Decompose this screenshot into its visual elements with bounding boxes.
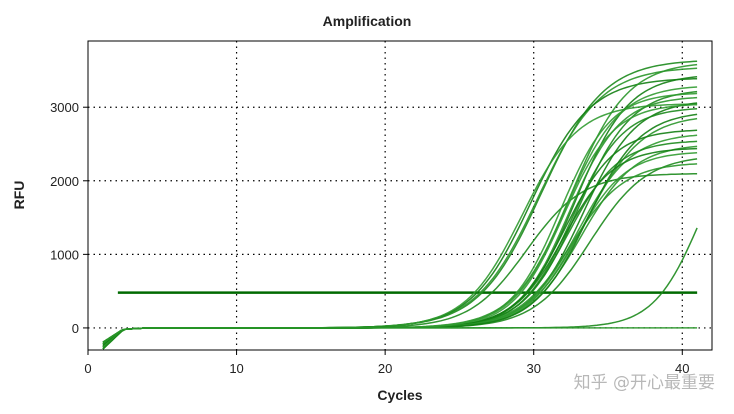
amplification-curve xyxy=(102,60,698,343)
amplification-curve xyxy=(102,103,698,345)
grid xyxy=(88,41,712,350)
y-axis-label: RFU xyxy=(11,181,27,210)
chart-title: Amplification xyxy=(323,13,412,29)
amplification-curve xyxy=(102,163,698,345)
x-tick-label: 40 xyxy=(675,361,689,376)
x-tick-label: 20 xyxy=(378,361,392,376)
x-tick-label: 10 xyxy=(229,361,243,376)
amplification-curve xyxy=(102,117,698,348)
amplification-curve xyxy=(102,227,698,350)
amplification-curve xyxy=(102,90,698,348)
amplification-curve xyxy=(102,103,698,348)
amplification-curve xyxy=(102,108,698,347)
amplification-curve xyxy=(102,145,698,347)
x-axis-label: Cycles xyxy=(377,387,422,403)
y-tick-label: 2000 xyxy=(50,174,79,189)
amplification-curve xyxy=(102,134,698,343)
y-tick-label: 1000 xyxy=(50,247,79,262)
y-tick-label: 0 xyxy=(72,321,79,336)
watermark-text: 知乎 @开心最重要 xyxy=(574,373,715,393)
plot-frame xyxy=(87,40,713,351)
amplification-curve xyxy=(102,158,698,343)
x-tick-label: 30 xyxy=(526,361,540,376)
y-tick-label: 3000 xyxy=(50,100,79,115)
amplification-curve xyxy=(102,67,698,345)
curves xyxy=(102,60,698,350)
amplification-curve xyxy=(102,102,698,343)
amplification-curve xyxy=(102,63,698,343)
amplification-curve xyxy=(102,173,698,350)
amplification-curve xyxy=(102,140,698,345)
x-tick-label: 0 xyxy=(84,361,91,376)
amplification-curve xyxy=(102,327,698,343)
axis-ticks: 0 10 20 30 40 0 1000 2000 3000 xyxy=(50,100,689,376)
